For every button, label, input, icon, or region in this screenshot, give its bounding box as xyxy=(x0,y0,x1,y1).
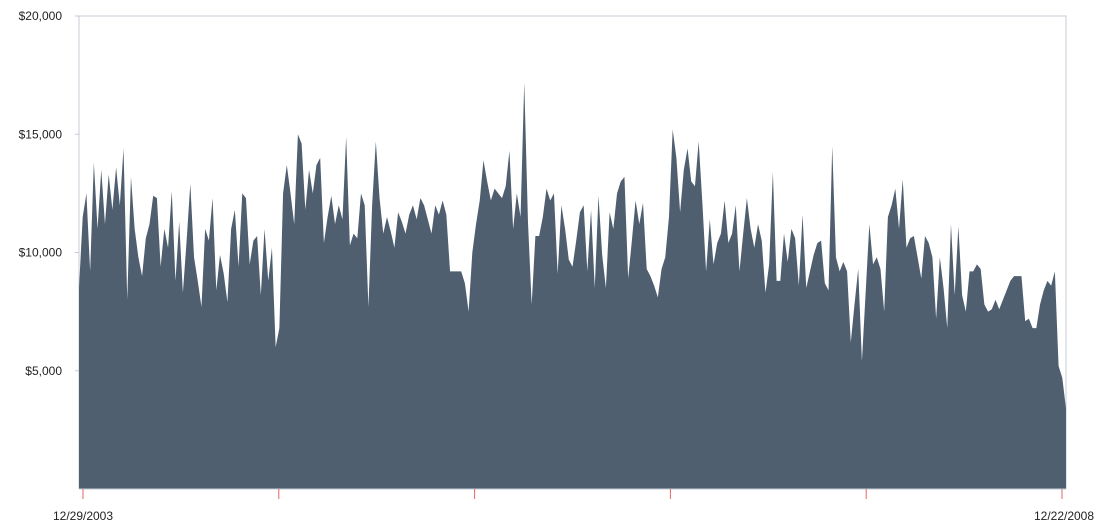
y-tick-label: $20,000 xyxy=(19,9,63,23)
x-tick-label: 12/29/2003 xyxy=(53,509,113,523)
x-axis: 12/29/2003 12/22/2008 xyxy=(53,488,1094,523)
y-tick-label: $15,000 xyxy=(19,127,63,141)
x-tick-label: 12/22/2008 xyxy=(1034,509,1094,523)
plot-area xyxy=(79,15,1067,489)
plot-frame xyxy=(79,15,1067,489)
y-tick-label: $5,000 xyxy=(25,364,62,378)
y-axis: $5,000 $10,000 $15,000 $20,000 xyxy=(19,9,80,489)
area-series xyxy=(79,82,1066,489)
y-tick-label: $10,000 xyxy=(19,246,63,260)
